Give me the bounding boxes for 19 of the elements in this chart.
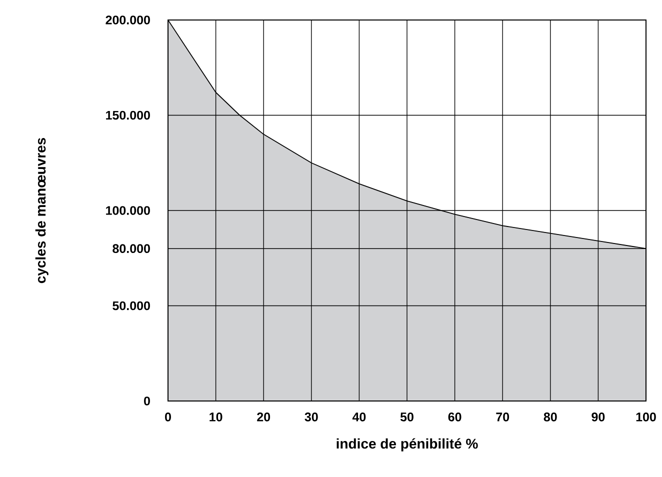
x-tick-label: 70 bbox=[496, 412, 510, 422]
x-tick-label: 80 bbox=[544, 412, 557, 422]
y-tick-label: 80.000 bbox=[112, 244, 150, 254]
x-tick-label: 10 bbox=[210, 412, 222, 422]
y-tick-label: 0 bbox=[144, 396, 150, 406]
x-tick-label: 30 bbox=[304, 412, 318, 422]
x-tick-label: 50 bbox=[400, 412, 414, 422]
y-tick-label: 150.000 bbox=[106, 110, 150, 120]
x-tick-label: 0 bbox=[165, 412, 171, 422]
y-tick-label: 50.000 bbox=[112, 301, 150, 310]
x-tick-label: 60 bbox=[448, 412, 462, 422]
x-tick-label: 100 bbox=[636, 412, 656, 422]
x-tick-label: 40 bbox=[352, 412, 366, 422]
x-tick-label: 90 bbox=[592, 412, 605, 422]
y-axis-title: cycles de manœuvres bbox=[35, 138, 48, 284]
y-tick-label: 200.000 bbox=[106, 16, 150, 24]
x-tick-label: 20 bbox=[257, 412, 270, 422]
x-axis-title: indice de pénibilité % bbox=[336, 438, 478, 452]
y-tick-label: 100.000 bbox=[106, 206, 150, 215]
